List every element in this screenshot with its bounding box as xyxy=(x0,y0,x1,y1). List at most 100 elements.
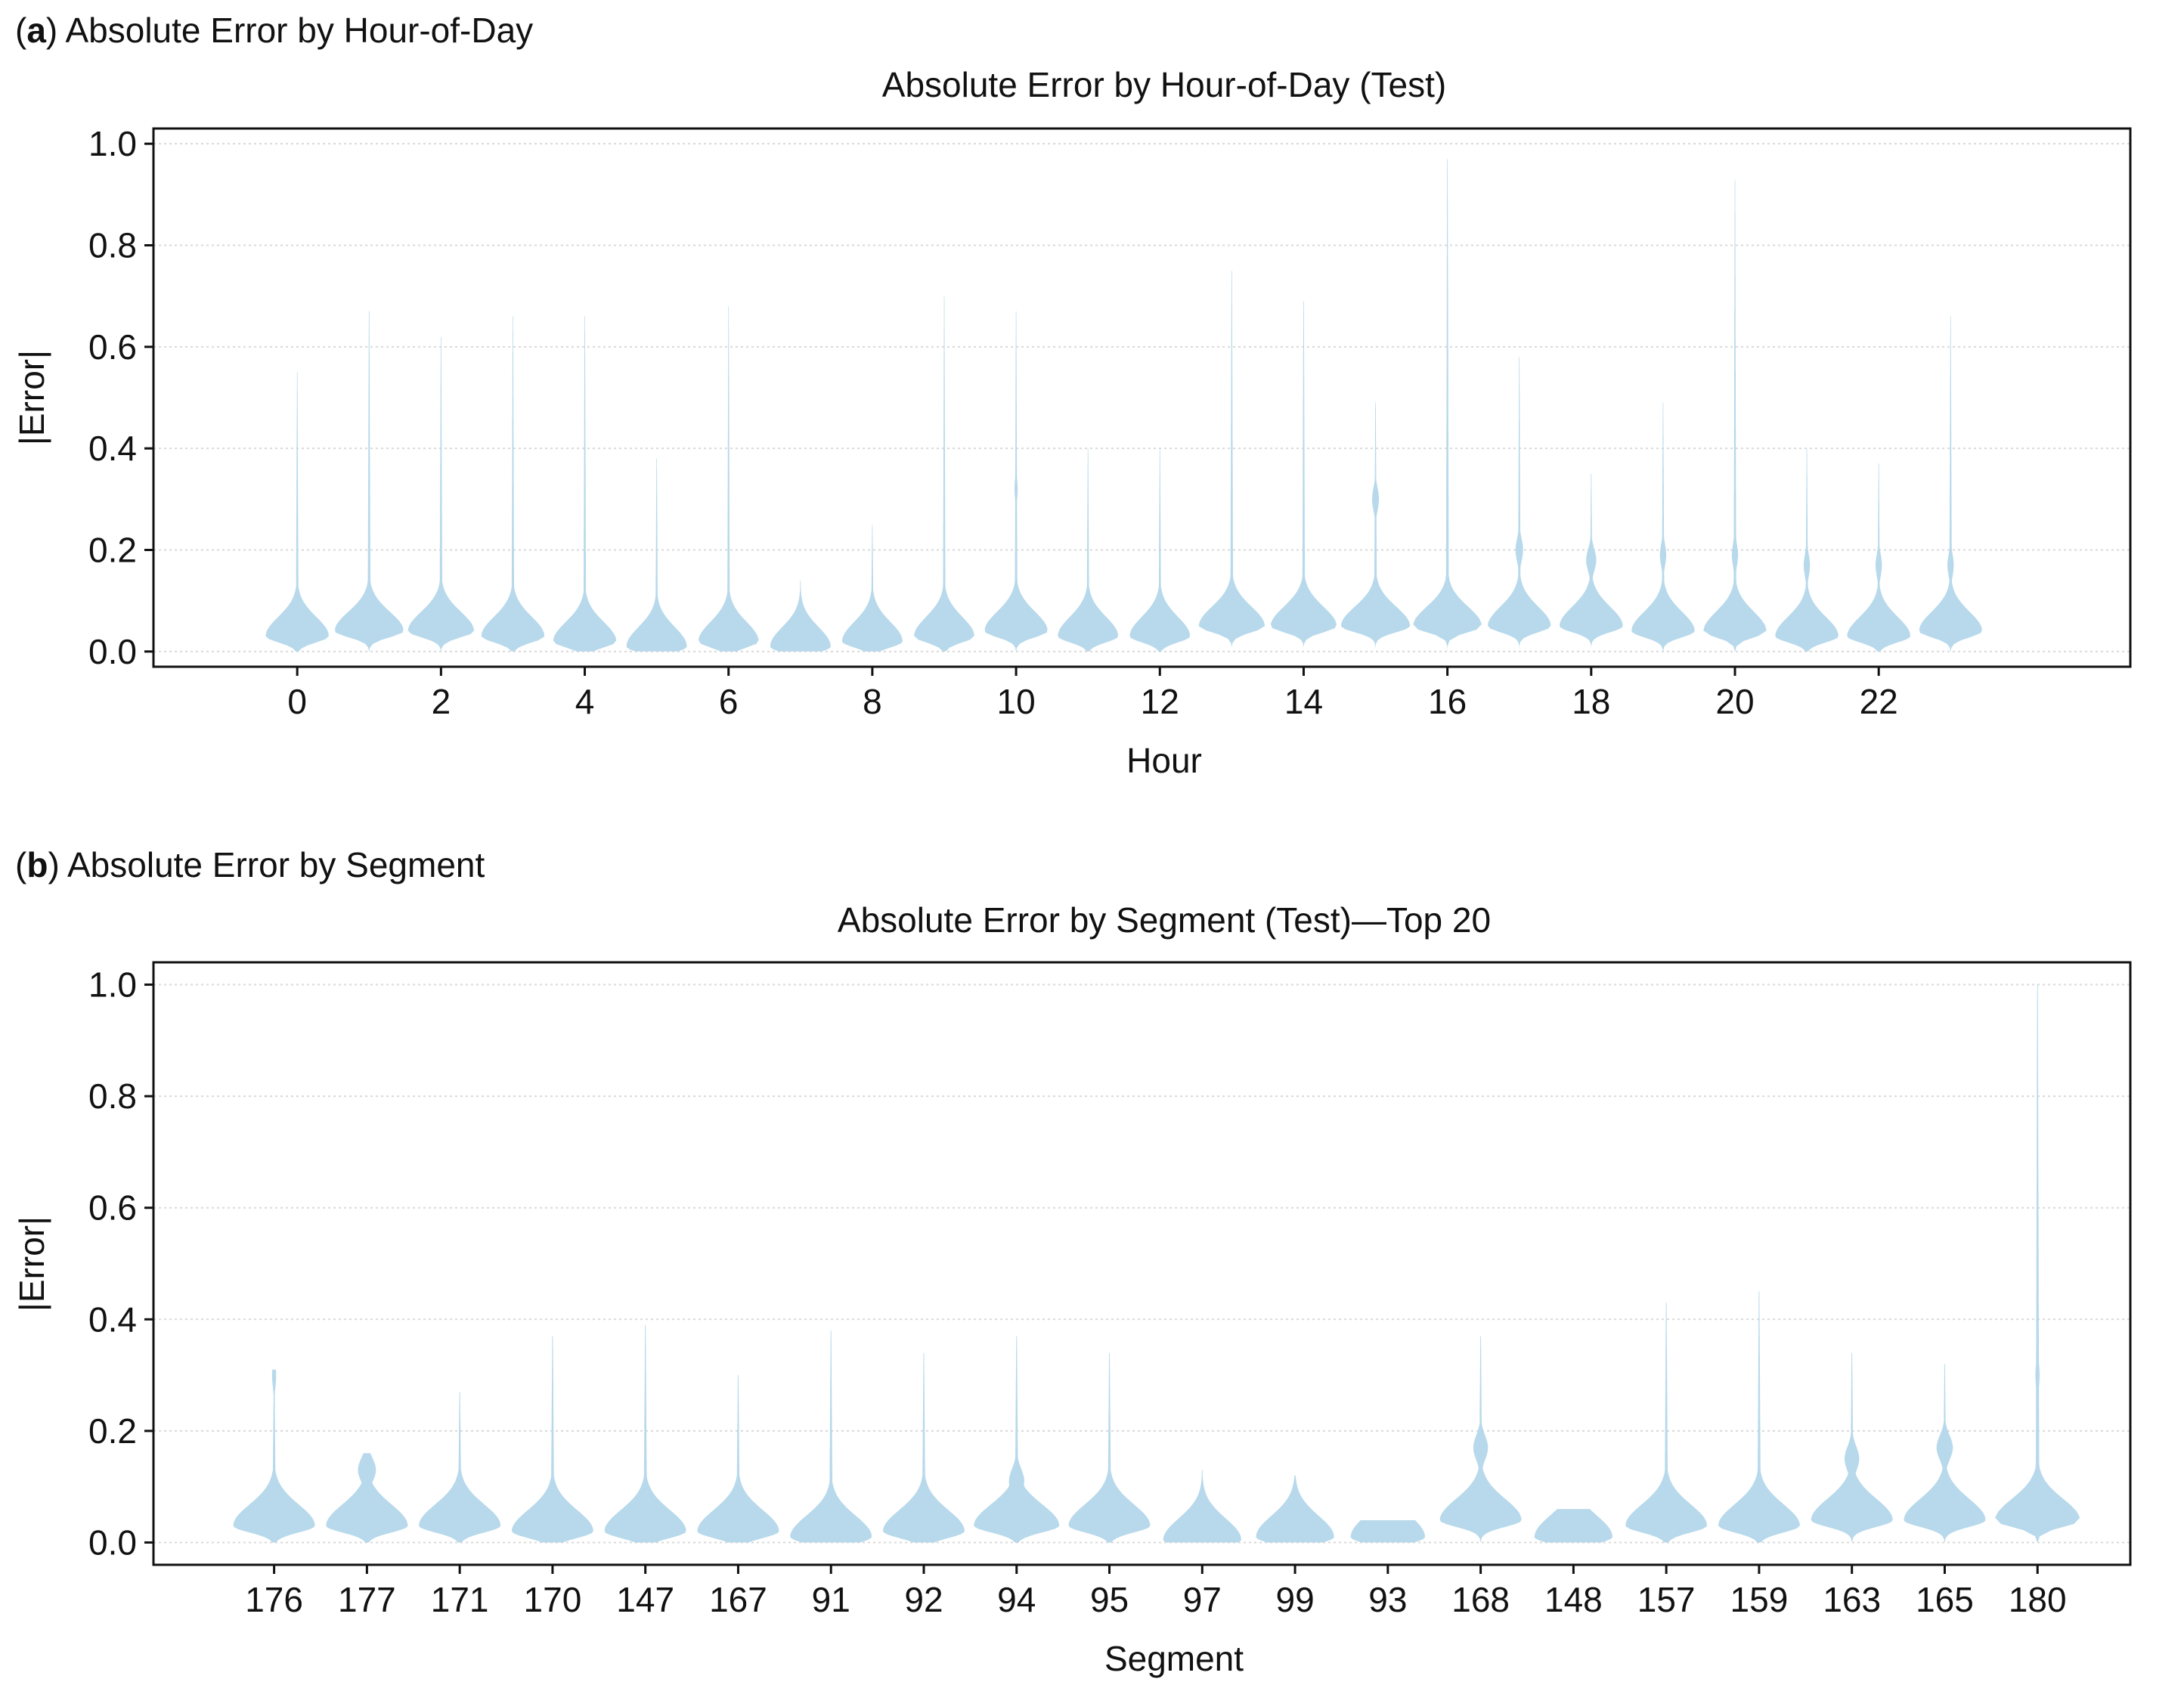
chart-a-x-ticks: 0 2 4 6 8 10 12 14 16 18 20 22 xyxy=(287,667,1898,721)
y-tick-label: 1.0 xyxy=(88,124,137,163)
x-tick-label: 20 xyxy=(1715,682,1754,721)
violin-1 xyxy=(335,311,404,652)
x-tick-label: 91 xyxy=(812,1580,850,1619)
x-tick-label: 6 xyxy=(719,682,739,721)
x-tick-label: 2 xyxy=(432,682,451,721)
violin-15 xyxy=(1341,402,1410,652)
violin-11 xyxy=(1058,448,1119,652)
x-tick-label: 159 xyxy=(1730,1580,1789,1619)
violin-159 xyxy=(1718,1291,1800,1543)
x-tick-label: 12 xyxy=(1141,682,1179,721)
violin-8 xyxy=(842,524,903,652)
x-tick-label: 18 xyxy=(1572,682,1610,721)
violin-21 xyxy=(1775,448,1839,652)
panel-a-tag: (a) Absolute Error by Hour-of-Day xyxy=(15,11,533,50)
x-tick-label: 176 xyxy=(245,1580,303,1619)
violin-91 xyxy=(790,1330,872,1543)
y-tick-label: 0.6 xyxy=(88,1188,137,1228)
x-tick-label: 177 xyxy=(338,1580,396,1619)
violin-168 xyxy=(1439,1336,1522,1543)
violin-16 xyxy=(1413,159,1482,652)
x-tick-label: 168 xyxy=(1451,1580,1510,1619)
violin-20 xyxy=(1703,179,1767,652)
y-tick-label: 0.8 xyxy=(88,225,137,265)
y-tick-label: 0.6 xyxy=(88,327,137,367)
violin-99 xyxy=(1256,1475,1334,1543)
violin-167 xyxy=(697,1375,779,1543)
x-tick-label: 157 xyxy=(1637,1580,1696,1619)
x-tick-label: 95 xyxy=(1090,1580,1129,1619)
x-tick-label: 170 xyxy=(524,1580,582,1619)
panel-b-letter: b xyxy=(26,845,48,884)
x-tick-label: 171 xyxy=(431,1580,489,1619)
x-tick-label: 180 xyxy=(2009,1580,2067,1619)
y-tick-label: 0.0 xyxy=(88,1522,137,1562)
violin-170 xyxy=(511,1336,593,1543)
chart-a-violins xyxy=(265,159,1982,652)
violin-148 xyxy=(1534,1509,1612,1543)
x-tick-label: 10 xyxy=(997,682,1036,721)
chart-b-x-ticks: 176 177 171 170 147 167 91 92 94 95 97 99 93 168 148 15… xyxy=(245,1565,2067,1619)
violin-5 xyxy=(626,458,687,652)
violin-171 xyxy=(419,1392,501,1543)
panel-a-letter: a xyxy=(26,11,46,50)
violin-13 xyxy=(1198,271,1265,652)
violin-6 xyxy=(698,306,759,652)
violin-3 xyxy=(481,316,545,652)
violin-157 xyxy=(1625,1302,1707,1543)
violin-165 xyxy=(1904,1364,1986,1543)
panel-b-label: Absolute Error by Segment xyxy=(67,845,485,884)
x-tick-label: 22 xyxy=(1860,682,1898,721)
chart-a-xlabel: Hour xyxy=(1126,741,1202,780)
violin-17 xyxy=(1487,357,1551,652)
violin-176 xyxy=(233,1369,315,1543)
chart-a-ylabel: |Error| xyxy=(12,350,51,445)
y-tick-label: 1.0 xyxy=(88,965,137,1005)
x-tick-label: 94 xyxy=(997,1580,1036,1619)
violin-163 xyxy=(1811,1352,1893,1543)
chart-b-y-ticks: 0.0 0.2 0.4 0.6 0.8 1.0 xyxy=(88,965,153,1562)
x-tick-label: 92 xyxy=(904,1580,943,1619)
panel-a: (a) Absolute Error by Hour-of-Day Absolu… xyxy=(12,11,2132,780)
panel-b-tag: (b) Absolute Error by Segment xyxy=(15,845,485,884)
chart-b-title: Absolute Error by Segment (Test)—Top 20 xyxy=(838,900,1491,940)
chart-b-gridlines xyxy=(153,983,2130,1544)
x-tick-label: 14 xyxy=(1284,682,1323,721)
y-tick-label: 0.4 xyxy=(88,429,137,468)
x-tick-label: 93 xyxy=(1368,1580,1407,1619)
x-tick-label: 16 xyxy=(1428,682,1467,721)
violin-18 xyxy=(1560,473,1623,652)
y-tick-label: 0.0 xyxy=(88,632,137,671)
x-tick-label: 163 xyxy=(1823,1580,1881,1619)
violin-93 xyxy=(1350,1520,1425,1543)
violin-7 xyxy=(770,580,831,652)
chart-a-y-ticks: 0.0 0.2 0.4 0.6 0.8 1.0 xyxy=(88,124,153,671)
chart-b-violins xyxy=(233,984,2080,1543)
x-tick-label: 0 xyxy=(287,682,307,721)
x-tick-label: 165 xyxy=(1916,1580,1974,1619)
panel-b: (b) Absolute Error by Segment Absolute E… xyxy=(12,845,2132,1678)
violin-94 xyxy=(974,1336,1060,1543)
y-tick-label: 0.2 xyxy=(88,531,137,570)
x-tick-label: 97 xyxy=(1183,1580,1222,1619)
violin-177 xyxy=(326,1453,408,1543)
violin-23 xyxy=(1919,316,1982,652)
chart-b-ylabel: |Error| xyxy=(12,1216,51,1312)
violin-9 xyxy=(914,296,974,652)
chart-b-xlabel: Segment xyxy=(1104,1639,1244,1678)
violin-92 xyxy=(883,1352,965,1543)
chart-a-title: Absolute Error by Hour-of-Day (Test) xyxy=(882,65,1446,104)
violin-180 xyxy=(1995,984,2080,1543)
violin-0 xyxy=(265,372,329,652)
chart-a-gridlines xyxy=(153,143,2130,652)
x-tick-label: 147 xyxy=(616,1580,674,1619)
panel-a-label: Absolute Error by Hour-of-Day xyxy=(65,11,533,50)
violin-95 xyxy=(1068,1352,1151,1543)
chart-a-frame xyxy=(152,127,2132,668)
violin-22 xyxy=(1847,463,1910,652)
violin-14 xyxy=(1270,301,1337,652)
x-tick-label: 99 xyxy=(1275,1580,1314,1619)
y-tick-label: 0.2 xyxy=(88,1411,137,1451)
x-tick-label: 4 xyxy=(575,682,595,721)
